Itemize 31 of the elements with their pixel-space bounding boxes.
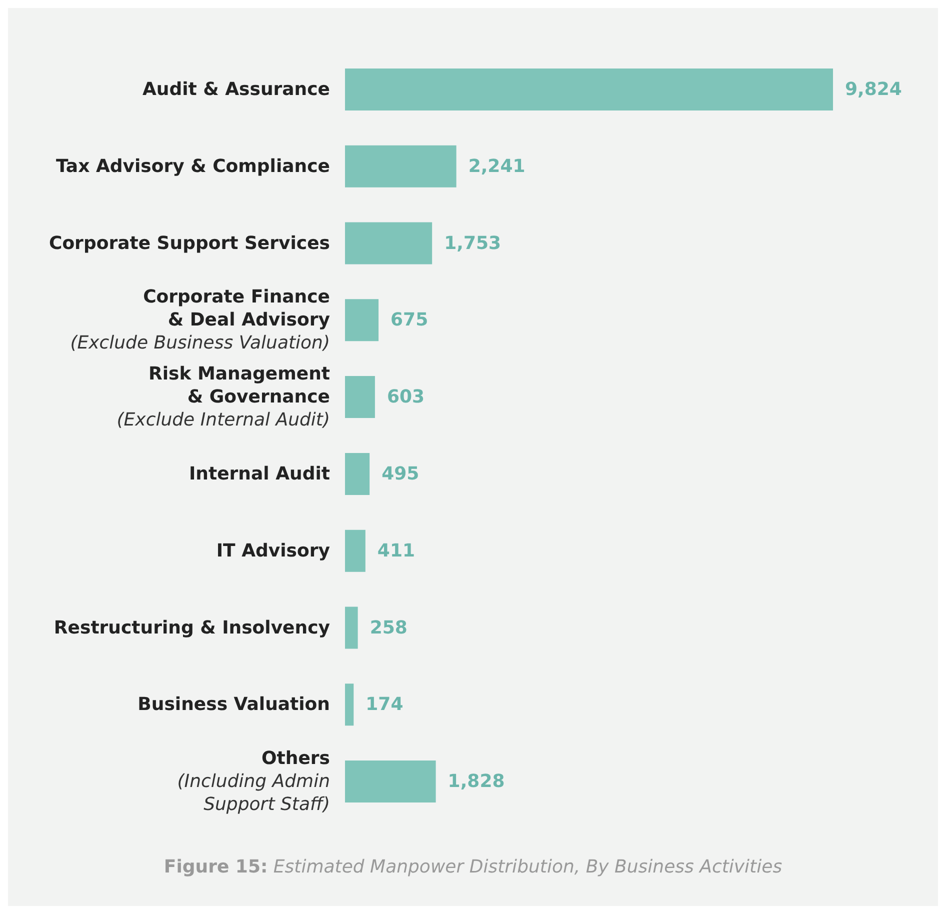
bar (345, 68, 833, 110)
bar (345, 145, 456, 188)
data-label: 1,828 (448, 771, 505, 792)
bar (345, 452, 370, 495)
y-tick-label: Risk Management & Governance (Exclude Internal Audit) (116, 364, 330, 431)
y-tick-label: Corporate Finance & Deal Advisory (Exclude Business Valuation) (70, 286, 330, 354)
y-tick-label: Tax Advisory & Compliance (56, 156, 330, 177)
data-label: 258 (370, 617, 408, 638)
y-tick-label: Audit & Assurance (142, 78, 330, 100)
y-tick-label: Corporate Support Services (48, 232, 330, 254)
y-tick-label: Business Valuation (138, 694, 330, 716)
bar (345, 222, 432, 264)
data-label: 675 (390, 310, 428, 331)
bar (345, 606, 358, 649)
data-label: 2,241 (468, 156, 526, 177)
data-label: 9,824 (845, 78, 902, 100)
caption: Figure 15: Estimated Manpower Distribution, By Business Activities (164, 856, 782, 878)
data-label: 495 (382, 463, 420, 484)
bar (345, 760, 436, 803)
y-tick-label: Internal Audit (188, 463, 330, 484)
y-tick-label: Restructuring & Insolvency (54, 617, 330, 638)
data-label: 411 (377, 540, 415, 562)
bar (345, 376, 375, 418)
y-tick-label: Others (Including Admin Support Staff) (177, 748, 330, 816)
data-label: 603 (386, 386, 425, 408)
data-label: 1,753 (444, 232, 502, 254)
y-tick-label: IT Advisory (216, 540, 330, 562)
bar (345, 530, 366, 572)
bar (345, 684, 354, 726)
data-label: 174 (366, 694, 404, 716)
bar (345, 299, 379, 342)
